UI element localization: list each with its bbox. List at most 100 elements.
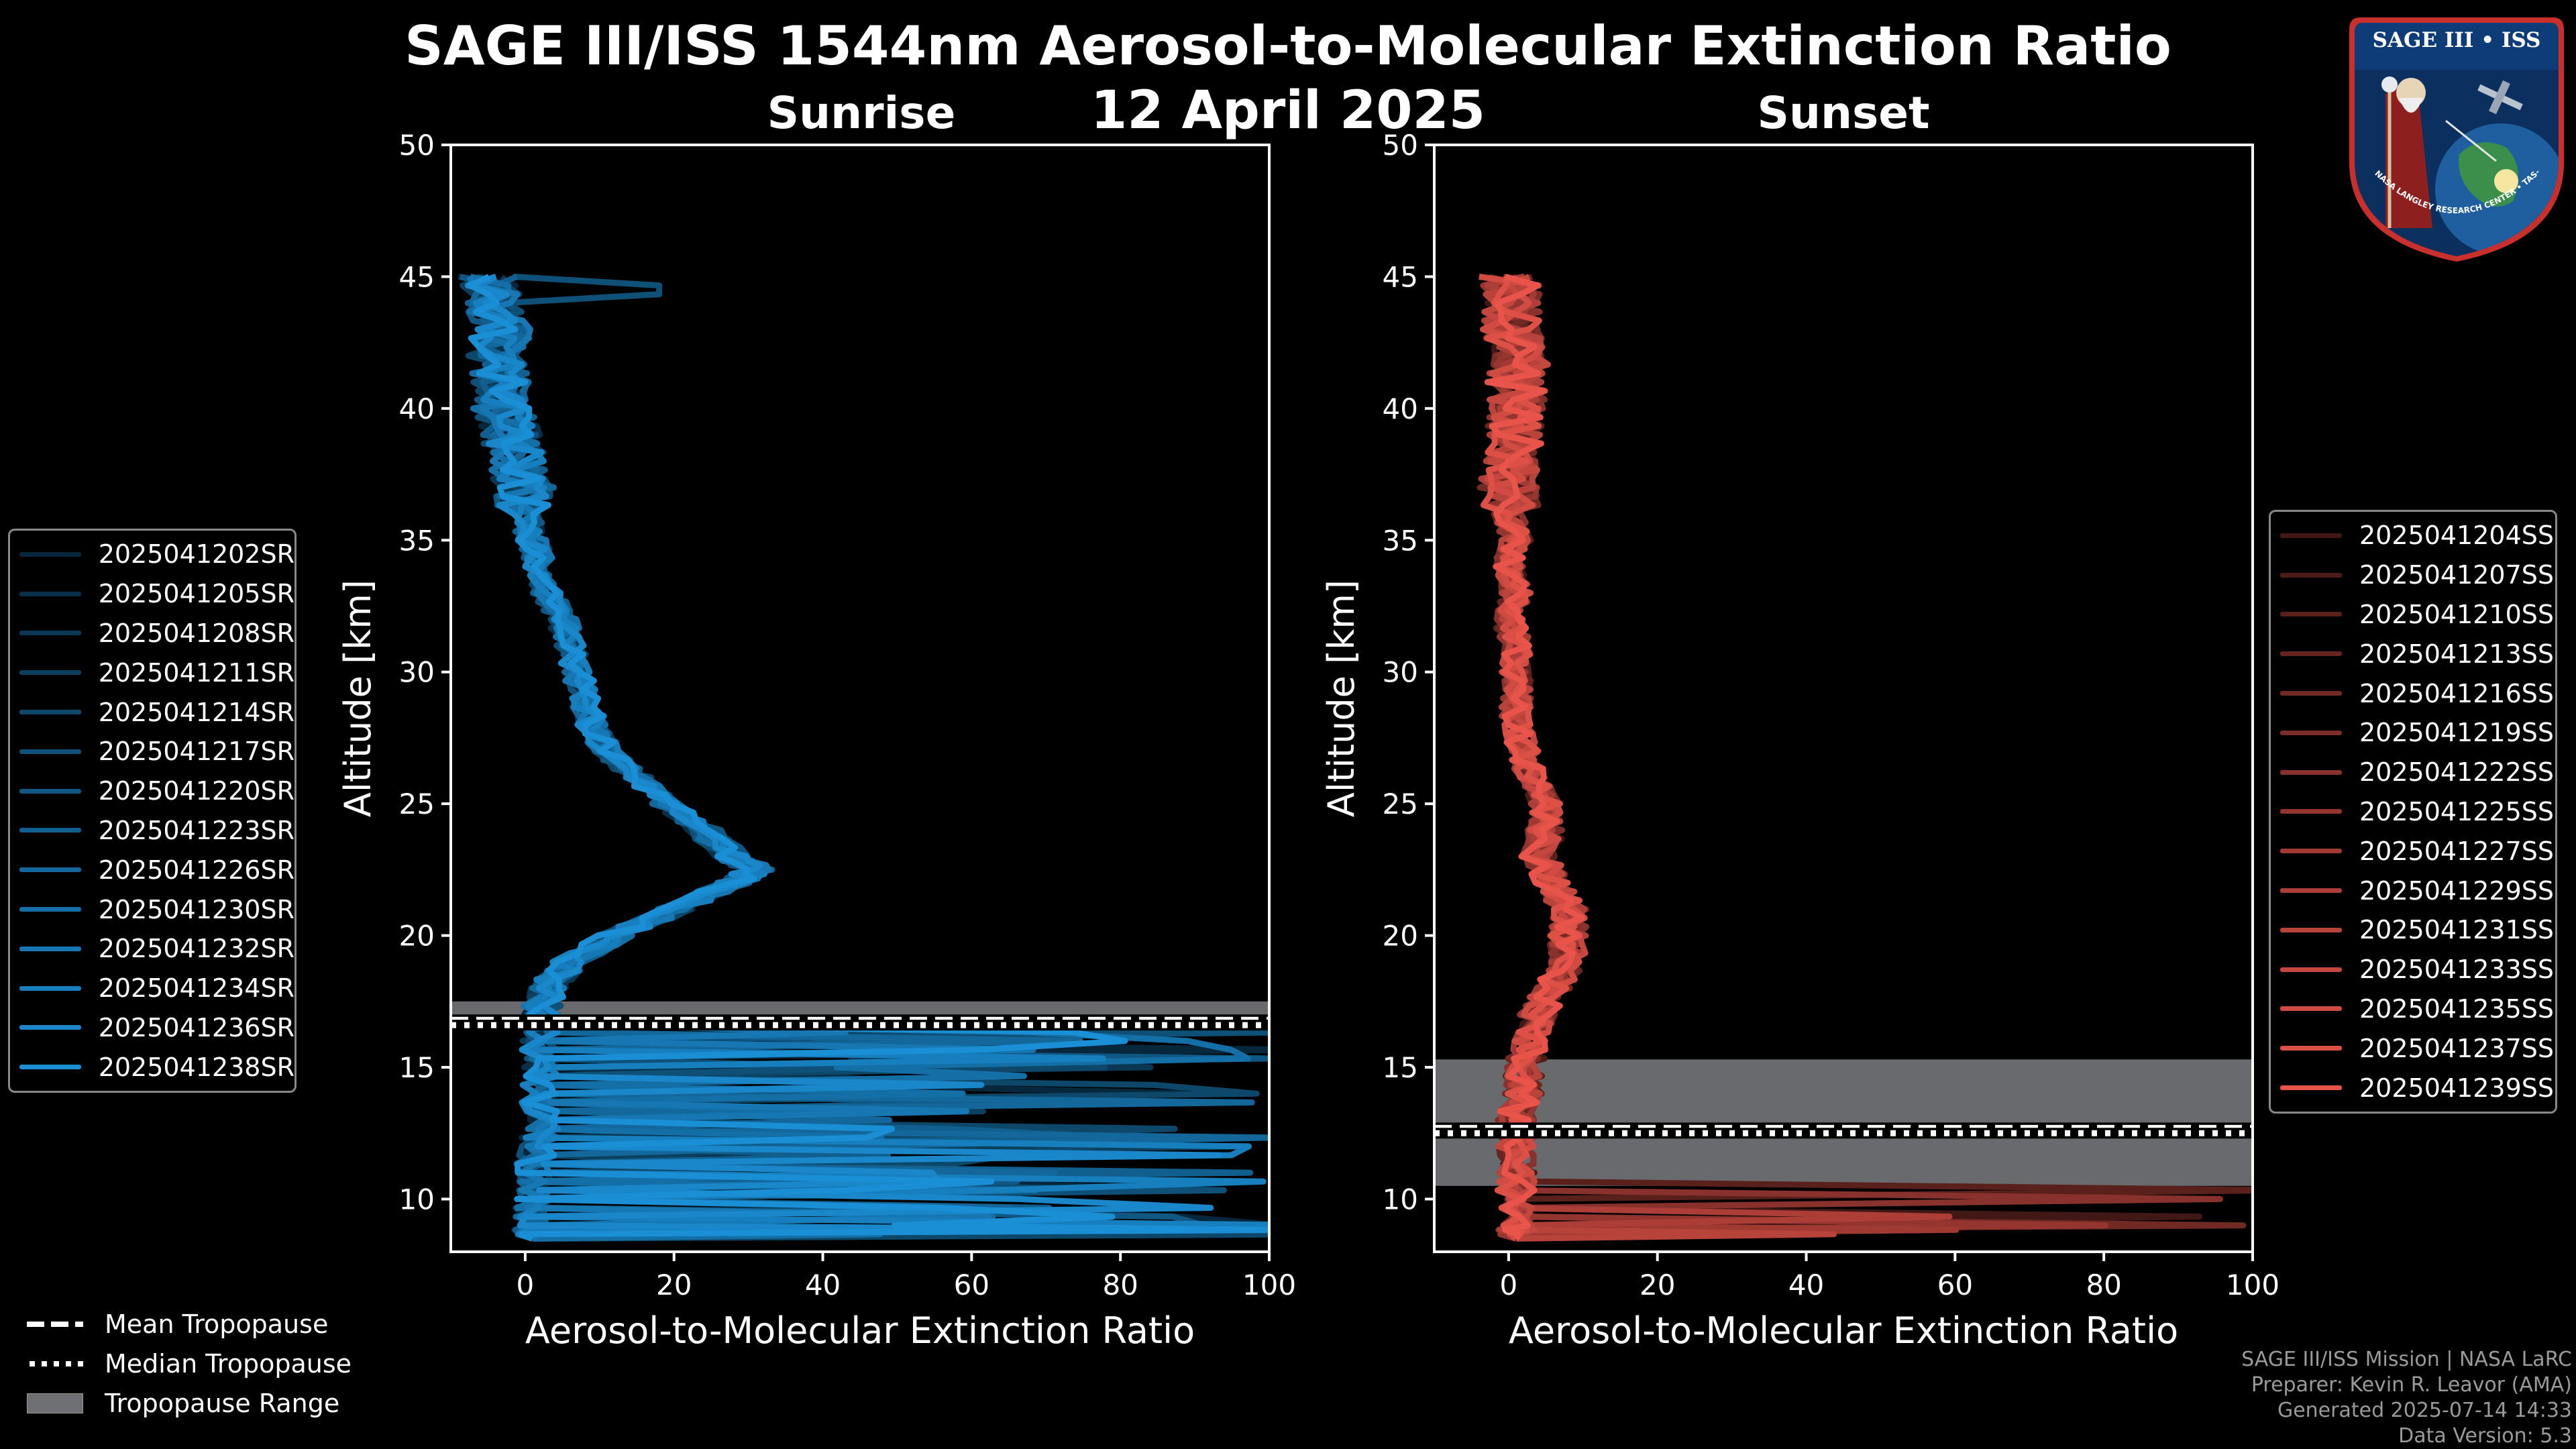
legend-line-swatch [2280, 769, 2342, 775]
legend-item-2025041225SS: 2025041225SS [2271, 792, 2555, 832]
legend-median-tropopause: Median Tropopause [20, 1344, 352, 1383]
footer-version: Data Version: 5.3 [2398, 1424, 2572, 1448]
legend-tropopause-range: Tropopause Range [20, 1383, 352, 1423]
legend-line-swatch [2280, 809, 2342, 814]
legend-label: 2025041208SR [98, 618, 294, 648]
legend-line-swatch [2280, 651, 2342, 657]
legend-line-swatch [2280, 533, 2342, 538]
legend-item-2025041208SR: 2025041208SR [10, 614, 294, 653]
legend-item-2025041238SR: 2025041238SR [10, 1047, 294, 1087]
x-tick-label: 20 [1640, 1269, 1675, 1301]
legend-line-swatch [2280, 691, 2342, 696]
profile-line-2025041238SR [467, 274, 1269, 1242]
legend-label: 2025041219SS [2359, 718, 2555, 748]
legend-label: 2025041210SS [2359, 599, 2555, 629]
legend-item-2025041217SR: 2025041217SR [10, 732, 294, 771]
legend-label: 2025041213SS [2359, 639, 2555, 669]
legend-label: 2025041226SR [98, 855, 294, 885]
legend-label: 2025041222SS [2359, 757, 2555, 788]
legend-item-2025041229SS: 2025041229SS [2271, 871, 2555, 910]
y-tick-label: 30 [399, 656, 435, 689]
sunrise-legend: 2025041202SR 2025041205SR 2025041208SR 2025… [8, 529, 297, 1093]
plot-frame [449, 144, 1271, 1253]
legend-label: 2025041223SR [98, 815, 294, 845]
legend-item-2025041214SR: 2025041214SR [10, 692, 294, 732]
sunrise-plot-area: 0 20 40 60 80 100 10 15 20 25 30 35 40 45 50 Aerosol-to… [337, 129, 1296, 1352]
legend-item-2025041216SS: 2025041216SS [2271, 674, 2555, 713]
legend-line-swatch [19, 946, 81, 951]
legend-label: 2025041236SR [98, 1012, 294, 1042]
legend-label: 2025041237SS [2359, 1033, 2555, 1063]
legend-line-swatch [19, 1025, 81, 1030]
y-tick-label: 20 [1383, 920, 1418, 953]
sunset-legend: 2025041204SS 2025041207SS 2025041210SS 2025… [2269, 510, 2557, 1114]
legend-item-2025041227SS: 2025041227SS [2271, 831, 2555, 871]
x-tick-label: 80 [2086, 1269, 2121, 1301]
legend-line-swatch [19, 867, 81, 873]
legend-item-2025041202SR: 2025041202SR [10, 535, 294, 574]
legend-label: 2025041225SS [2359, 796, 2555, 826]
svg-text:SAGE III • ISS: SAGE III • ISS [2373, 28, 2541, 52]
legend-item-2025041223SR: 2025041223SR [10, 811, 294, 851]
y-tick-label: 10 [1383, 1183, 1418, 1216]
y-tick-label: 45 [1383, 260, 1418, 293]
y-tick-label: 30 [1383, 656, 1418, 689]
y-axis-label: Altitude [km] [1320, 580, 1362, 817]
y-tick-label: 40 [399, 392, 435, 425]
y-tick-label: 50 [399, 129, 435, 162]
sunset-plot-area: 0 20 40 60 80 100 10 15 20 25 30 35 40 45 50 Aerosol-to… [1320, 129, 2279, 1352]
x-tick-label: 0 [1500, 1269, 1518, 1301]
figure-date: 12 April 2025 [1090, 80, 1486, 141]
legend-item-2025041236SR: 2025041236SR [10, 1008, 294, 1048]
plot-content [451, 273, 1269, 1242]
profile-line-2025041236SR [464, 274, 1269, 1242]
footer-preparer: Preparer: Kevin R. Leavor (AMA) [2251, 1373, 2572, 1397]
legend-line-swatch [19, 710, 81, 715]
legend-label: 2025041207SS [2359, 560, 2555, 590]
x-tick-label: 40 [1788, 1269, 1824, 1301]
y-tick-label: 35 [1383, 524, 1418, 557]
legend-label: 2025041214SR [98, 697, 294, 727]
legend-item-2025041235SS: 2025041235SS [2271, 989, 2555, 1029]
legend-line-swatch [2280, 967, 2342, 972]
legend-item-2025041219SS: 2025041219SS [2271, 713, 2555, 753]
profile-line-2025041234SR [472, 274, 1269, 1242]
legend-line-swatch [19, 828, 81, 833]
legend-label: 2025041230SR [98, 894, 294, 924]
legend-item-2025041204SS: 2025041204SS [2271, 516, 2555, 555]
legend-median-tropopause-label: Median Tropopause [105, 1348, 352, 1379]
legend-line-swatch [2280, 612, 2342, 617]
legend-item-2025041213SS: 2025041213SS [2271, 634, 2555, 674]
legend-line-swatch [2280, 927, 2342, 932]
tropopause-legend: Mean Tropopause Median Tropopause Tropop… [20, 1304, 352, 1423]
legend-item-2025041231SS: 2025041231SS [2271, 910, 2555, 950]
y-tick-label: 40 [1383, 392, 1418, 425]
x-tick-label: 0 [517, 1269, 535, 1301]
legend-item-2025041237SS: 2025041237SS [2271, 1028, 2555, 1068]
legend-label: 2025041234SR [98, 973, 294, 1004]
legend-label: 2025041235SS [2359, 994, 2555, 1024]
y-tick-label: 15 [1383, 1051, 1418, 1084]
legend-label: 2025041217SR [98, 737, 294, 767]
legend-line-swatch [19, 591, 81, 596]
legend-tropopause-range-label: Tropopause Range [105, 1388, 340, 1418]
legend-item-2025041233SS: 2025041233SS [2271, 950, 2555, 989]
dashed-line-icon [27, 1321, 83, 1327]
range-patch-icon [27, 1393, 83, 1413]
legend-line-swatch [19, 1065, 81, 1070]
legend-label: 2025041233SS [2359, 955, 2555, 985]
x-tick-label: 60 [954, 1269, 989, 1301]
legend-mean-tropopause: Mean Tropopause [20, 1304, 352, 1344]
legend-label: 2025041205SR [98, 579, 294, 609]
legend-item-2025041220SR: 2025041220SR [10, 771, 294, 811]
y-tick-label: 25 [1383, 788, 1418, 820]
legend-label: 2025041238SR [98, 1052, 294, 1082]
legend-label: 2025041227SS [2359, 836, 2555, 866]
y-tick-label: 10 [399, 1183, 435, 1216]
x-tick-label: 60 [1937, 1269, 1973, 1301]
legend-line-swatch [19, 631, 81, 636]
legend-label: 2025041216SS [2359, 678, 2555, 708]
legend-label: 2025041232SR [98, 934, 294, 964]
x-tick-label: 20 [656, 1269, 692, 1301]
